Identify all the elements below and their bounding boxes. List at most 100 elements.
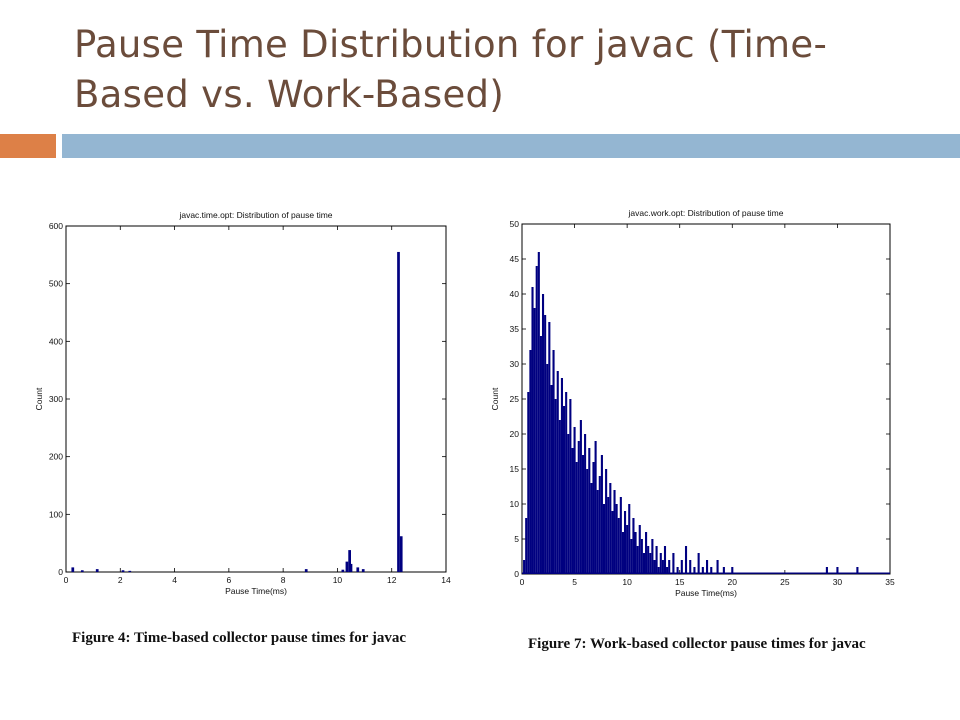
histogram-bar	[563, 406, 566, 574]
histogram-bar	[607, 497, 610, 574]
x-tick-label: 4	[172, 575, 177, 585]
histogram-bar	[397, 251, 400, 572]
histogram-bar	[539, 336, 542, 574]
histogram-bar	[525, 518, 528, 574]
histogram-bar	[647, 546, 650, 574]
histogram-bar	[632, 518, 635, 574]
y-tick-label: 45	[510, 254, 520, 264]
x-tick-label: 0	[64, 575, 69, 585]
time-based-histogram: javac.time.opt: Distribution of pause ti…	[34, 210, 451, 596]
histogram-bar	[573, 427, 576, 574]
histogram-bar	[304, 569, 308, 572]
x-tick-label: 12	[387, 575, 397, 585]
x-axis-label: Pause Time(ms)	[225, 586, 287, 596]
y-tick-label: 200	[49, 452, 63, 462]
x-tick-label: 6	[226, 575, 231, 585]
y-tick-label: 50	[510, 219, 520, 229]
histogram-bar	[584, 434, 587, 574]
y-tick-label: 100	[49, 509, 63, 519]
histogram-bar	[613, 490, 616, 574]
y-tick-label: 0	[58, 567, 63, 577]
histogram-bar	[659, 553, 662, 574]
histogram-bar	[128, 570, 132, 572]
histogram-bar	[598, 476, 601, 574]
histogram-bar	[634, 532, 637, 574]
histogram-bar	[689, 560, 692, 574]
x-tick-label: 2	[118, 575, 123, 585]
histogram-bar	[653, 560, 656, 574]
histogram-bar	[345, 561, 349, 572]
histogram-bar	[531, 287, 534, 574]
histogram-bar	[710, 567, 713, 574]
x-tick-label: 10	[333, 575, 343, 585]
y-tick-label: 40	[510, 289, 520, 299]
histogram-bar	[626, 525, 629, 574]
histogram-bar	[693, 567, 696, 574]
y-tick-label: 30	[510, 359, 520, 369]
y-tick-label: 35	[510, 324, 520, 334]
title-rule-bar	[62, 134, 960, 158]
histogram-bar	[592, 462, 595, 574]
histogram-bar	[121, 570, 125, 572]
histogram-bar	[651, 539, 654, 574]
histogram-bar	[668, 560, 671, 574]
histogram-bar	[596, 490, 599, 574]
histogram-bar	[825, 567, 828, 574]
histogram-bar	[836, 567, 839, 574]
histogram-bar	[731, 567, 734, 574]
y-tick-label: 15	[510, 464, 520, 474]
histogram-bar	[586, 469, 589, 574]
x-tick-label: 15	[675, 577, 685, 587]
histogram-bar	[560, 378, 564, 574]
histogram-bar	[611, 511, 614, 574]
histogram-bar	[645, 532, 648, 574]
histogram-bar	[569, 399, 572, 574]
histogram-bar	[577, 441, 580, 574]
y-axis-label: Count	[34, 387, 44, 410]
histogram-bar	[544, 315, 547, 574]
histogram-bar	[697, 553, 700, 574]
figure-7-caption: Figure 7: Work-based collector pause tim…	[528, 636, 866, 652]
y-tick-label: 400	[49, 336, 63, 346]
histogram-bar	[638, 525, 641, 574]
histogram-bar	[581, 455, 585, 574]
histogram-bar	[640, 539, 643, 574]
histogram-bar	[716, 560, 719, 574]
histogram-bar	[399, 536, 403, 572]
y-tick-label: 0	[514, 569, 519, 579]
y-axis-label: Count	[490, 387, 500, 410]
histogram-bar	[657, 567, 660, 574]
histogram-bar	[605, 469, 608, 574]
histogram-bar	[600, 455, 603, 574]
x-tick-label: 0	[520, 577, 525, 587]
histogram-bar	[356, 567, 360, 572]
histogram-bar	[548, 322, 551, 574]
histogram-bar	[621, 532, 624, 574]
histogram-bar	[361, 569, 365, 572]
histogram-bar	[80, 570, 84, 572]
y-tick-label: 10	[510, 499, 520, 509]
plot-frame	[65, 225, 447, 573]
histogram-bar	[609, 483, 612, 574]
histogram-bar	[594, 441, 597, 574]
work-based-histogram: javac.work.opt: Distribution of pause ti…	[490, 208, 895, 598]
histogram-bar	[649, 553, 652, 574]
histogram-bar	[529, 350, 532, 574]
plot-title: javac.time.opt: Distribution of pause ti…	[178, 210, 332, 220]
x-tick-label: 35	[885, 577, 895, 587]
y-tick-label: 20	[510, 429, 520, 439]
x-tick-label: 5	[572, 577, 577, 587]
histogram-bar	[541, 294, 545, 574]
x-tick-label: 30	[833, 577, 843, 587]
histogram-bar	[95, 569, 99, 572]
histogram-bar	[523, 560, 526, 574]
histogram-bar	[554, 399, 557, 574]
histogram-bar	[71, 567, 75, 572]
y-tick-label: 25	[510, 394, 520, 404]
title-accent-bar	[0, 134, 56, 158]
x-tick-label: 14	[441, 575, 451, 585]
y-tick-label: 500	[49, 279, 63, 289]
histogram-bar	[558, 420, 561, 574]
x-axis-label: Pause Time(ms)	[675, 588, 737, 598]
x-tick-label: 10	[622, 577, 632, 587]
